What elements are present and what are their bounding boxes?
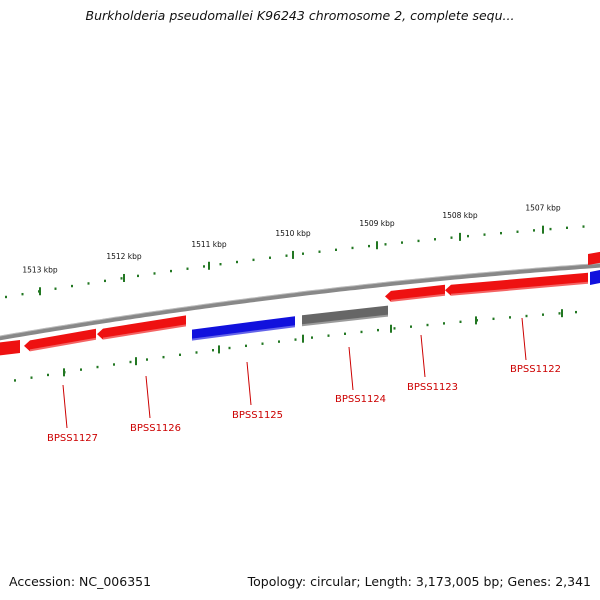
gene-label-bpss1127: BPSS1127	[47, 433, 98, 444]
gene-arrow-shade	[451, 281, 588, 297]
gene-arrow-partial-right-top	[588, 251, 600, 265]
gene-arrow-shade	[391, 293, 445, 303]
topology-summary: Topology: circular; Length: 3,173,005 bp…	[247, 574, 591, 589]
gene-arrow-partial-right	[590, 270, 600, 285]
gene-label-bpss1122: BPSS1122	[510, 364, 561, 375]
gene-arrow-shade	[30, 337, 96, 353]
kbp-ruler: 1513 kbp 1512 kbp 1511 kbp 1510 kbp 1509 kbp…	[22, 204, 561, 275]
gene-arrow	[24, 328, 96, 352]
gene-arrow	[385, 284, 445, 302]
label-leader	[420, 334, 426, 378]
inner-tick-track	[14, 309, 577, 382]
backbone-line	[0, 263, 600, 341]
gene-label-bpss1124: BPSS1124	[335, 394, 386, 405]
ruler-label: 1513 kbp	[22, 265, 58, 274]
outer-tick-track	[5, 225, 585, 299]
gene-labels: BPSS1127 BPSS1126 BPSS1125 BPSS1124 BPSS1123…	[47, 317, 561, 444]
gene-track	[0, 251, 600, 356]
label-leader	[246, 361, 252, 406]
gene-arrow-shade	[192, 325, 295, 342]
chromosome-backbone	[0, 262, 600, 341]
gene-arrow-shade	[103, 324, 186, 341]
gene-arrow	[192, 316, 295, 341]
gene-arrow	[445, 272, 588, 296]
backbone-highlight	[0, 262, 600, 337]
label-leader	[62, 384, 68, 429]
gene-label-bpss1125: BPSS1125	[232, 410, 283, 421]
map-title: Burkholderia pseudomallei K96243 chromos…	[85, 8, 515, 23]
label-leader	[521, 317, 527, 361]
gene-arrow	[97, 315, 186, 340]
gene-label-bpss1123: BPSS1123	[407, 382, 458, 393]
accession-label: Accession: NC_006351	[9, 574, 152, 589]
ruler-label: 1511 kbp	[191, 240, 227, 249]
gene-arrow-partial-left	[0, 340, 20, 356]
gene-arrow-shade	[302, 314, 388, 328]
ruler-label: 1512 kbp	[106, 252, 142, 261]
ruler-label: 1509 kbp	[359, 219, 395, 228]
gene-label-bpss1126: BPSS1126	[130, 423, 181, 434]
label-leader	[145, 375, 151, 419]
ruler-label: 1510 kbp	[275, 229, 311, 238]
ruler-label: 1508 kbp	[442, 211, 478, 220]
label-leader	[348, 346, 354, 391]
ruler-label: 1507 kbp	[525, 204, 561, 213]
gene-arrow	[302, 305, 388, 327]
